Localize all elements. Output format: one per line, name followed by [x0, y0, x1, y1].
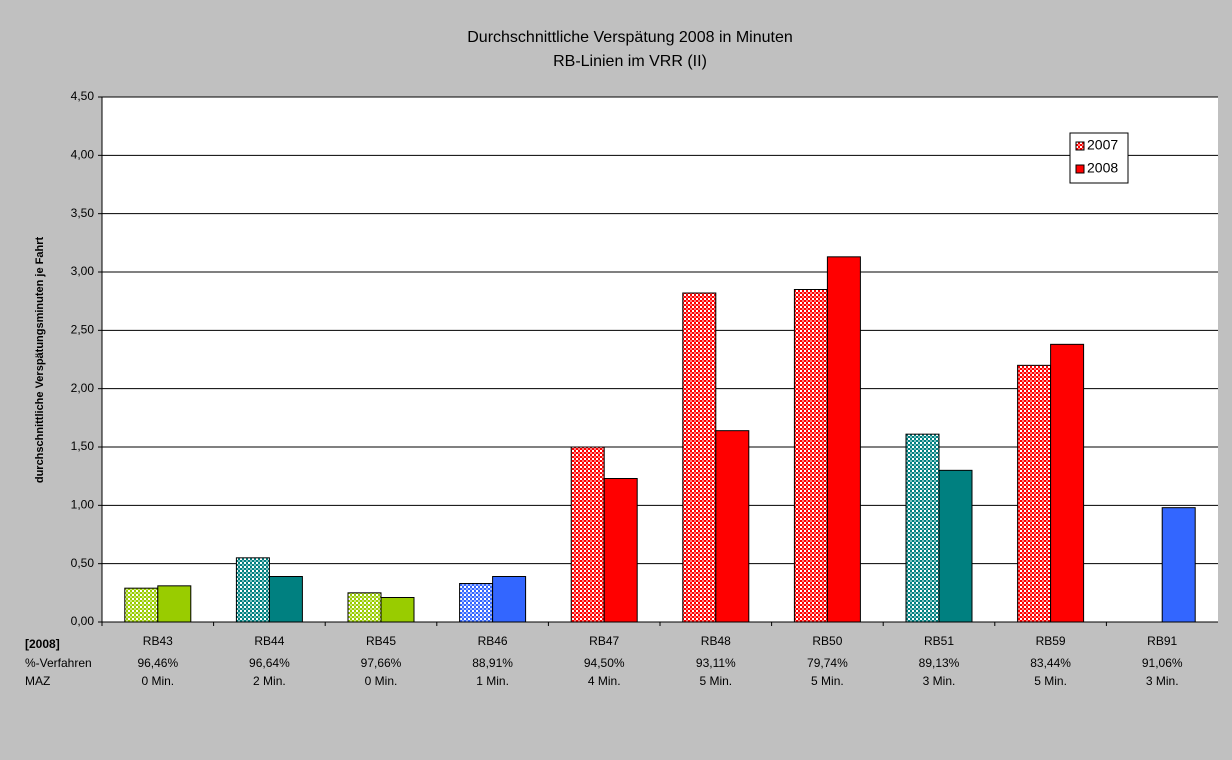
table-heading: [2008]	[25, 637, 60, 651]
bar	[905, 433, 940, 623]
x-tick-label: RB45	[366, 634, 396, 648]
legend-swatch	[1075, 164, 1085, 174]
bar	[793, 289, 828, 623]
bar	[938, 469, 973, 623]
bar	[459, 583, 494, 623]
table-cell: 4 Min.	[588, 674, 621, 688]
table-cell: 97,66%	[361, 656, 402, 670]
x-tick-label: RB59	[1036, 634, 1066, 648]
bar	[235, 557, 270, 623]
bar	[492, 576, 527, 623]
x-tick-label: RB50	[812, 634, 842, 648]
legend	[1069, 132, 1129, 184]
table-cell: 79,74%	[807, 656, 848, 670]
y-tick-label: 1,50	[71, 439, 95, 453]
bar	[682, 292, 717, 623]
table-cell: 89,13%	[919, 656, 960, 670]
y-tick-label: 1,00	[71, 498, 95, 512]
table-cell: 5 Min.	[811, 674, 844, 688]
chart-title: Durchschnittliche Verspätung 2008 in Min…	[467, 29, 793, 46]
x-tick-label: RB48	[701, 634, 731, 648]
bar	[826, 256, 861, 623]
table-cell: 3 Min.	[1146, 674, 1179, 688]
table-cell: 1 Min.	[476, 674, 509, 688]
table-cell: 88,91%	[472, 656, 513, 670]
x-tick-label: RB51	[924, 634, 954, 648]
legend-label: 2008	[1087, 160, 1118, 176]
table-cell: 94,50%	[584, 656, 625, 670]
bar	[715, 430, 750, 623]
x-tick-label: RB44	[254, 634, 284, 648]
table-cell: 96,46%	[137, 656, 178, 670]
table-cell: 0 Min.	[365, 674, 398, 688]
table-cell: 5 Min.	[699, 674, 732, 688]
x-tick-label: RB43	[143, 634, 173, 648]
y-tick-label: 3,50	[71, 206, 95, 220]
table-row-label: %-Verfahren	[25, 656, 92, 670]
bar	[1017, 364, 1052, 623]
table-cell: 2 Min.	[253, 674, 286, 688]
bar	[380, 597, 415, 623]
y-axis-label: durchschnittliche Verspätungsminuten je …	[34, 237, 46, 484]
x-tick-label: RB91	[1147, 634, 1177, 648]
y-tick-label: 2,00	[71, 381, 95, 395]
bar	[157, 585, 192, 623]
chart-subtitle: RB-Linien im VRR (II)	[553, 53, 707, 70]
y-tick-label: 4,00	[71, 148, 95, 162]
y-tick-label: 4,50	[71, 89, 95, 103]
bar	[1050, 343, 1085, 623]
y-tick-label: 0,00	[71, 614, 95, 628]
bar	[347, 592, 382, 623]
bar	[268, 576, 303, 623]
bar	[603, 478, 638, 623]
table-cell: 83,44%	[1030, 656, 1071, 670]
x-tick-label: RB46	[478, 634, 508, 648]
table-cell: 3 Min.	[923, 674, 956, 688]
bar	[124, 587, 159, 623]
x-tick-label: RB47	[589, 634, 619, 648]
bar	[570, 446, 605, 623]
table-cell: 93,11%	[696, 656, 736, 670]
legend-swatch	[1075, 141, 1085, 151]
table-cell: 91,06%	[1142, 656, 1183, 670]
table-cell: 0 Min.	[141, 674, 174, 688]
y-tick-label: 0,50	[71, 556, 95, 570]
table-cell: 96,64%	[249, 656, 290, 670]
y-tick-label: 3,00	[71, 264, 95, 278]
bar	[1161, 507, 1196, 623]
table-cell: 5 Min.	[1034, 674, 1067, 688]
legend-label: 2007	[1087, 137, 1118, 153]
y-tick-label: 2,50	[71, 323, 95, 337]
table-row-label: MAZ	[25, 674, 50, 688]
